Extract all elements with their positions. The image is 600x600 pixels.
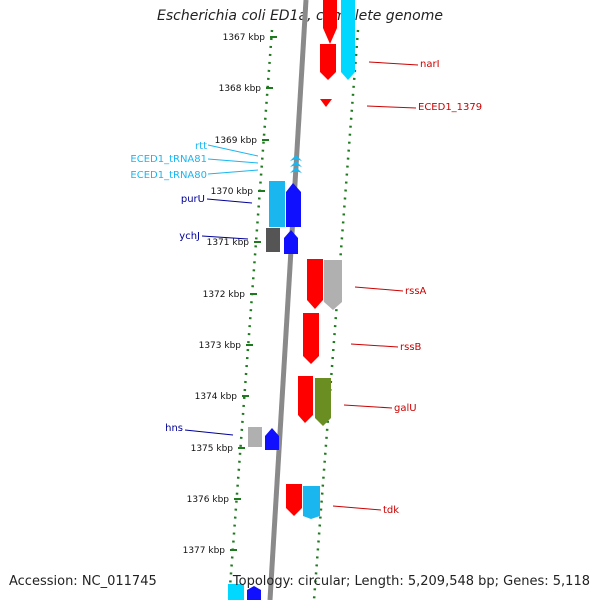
gene-arrow-olive <box>315 378 331 426</box>
label-leader-line <box>343 404 393 409</box>
gene-arrow-blue <box>286 183 301 227</box>
ruler-label: 1376 kbp <box>187 495 230 505</box>
gene-arrow-light-blue <box>303 486 320 519</box>
ruler-label: 1368 kbp <box>219 84 262 94</box>
gene-arrow-red <box>320 44 336 80</box>
gene-arrow-cyan <box>228 584 244 600</box>
gene-arrow-red <box>286 484 302 516</box>
trna-chevron <box>290 167 302 173</box>
right-tick-ring <box>312 29 360 600</box>
ruler-label: 1371 kbp <box>207 238 250 248</box>
gene-label[interactable]: rssB <box>400 342 422 353</box>
label-leader-line <box>354 286 404 292</box>
gene-arrow-gray <box>248 427 262 447</box>
gene-label[interactable]: galU <box>394 403 417 414</box>
label-leader-line <box>206 198 253 204</box>
gene-label[interactable]: purU <box>181 194 205 205</box>
trna-chevron <box>290 155 302 161</box>
gene-label[interactable]: ECED1_tRNA80 <box>130 170 207 181</box>
ruler-label: 1367 kbp <box>223 33 266 43</box>
gene-label[interactable]: ychJ <box>179 231 200 242</box>
gene-label[interactable]: ECED1_tRNA81 <box>130 154 207 165</box>
label-leader-line <box>207 169 259 175</box>
accession-label: Accession: NC_011745 <box>9 574 157 589</box>
label-leader-line <box>350 343 399 348</box>
label-leader-line <box>368 61 419 66</box>
ruler-label: 1377 kbp <box>183 546 226 556</box>
feature-glyphs <box>228 0 355 600</box>
genome-summary: Topology: circular; Length: 5,209,548 bp… <box>232 574 590 589</box>
gene-arrow-cyan <box>341 0 355 80</box>
label-leader-line <box>332 505 382 511</box>
gene-arrow-light-blue <box>269 181 285 227</box>
gene-arrow-blue <box>265 428 279 450</box>
label-leader-line <box>207 158 259 164</box>
label-leader-line <box>201 235 249 240</box>
ruler-label: 1369 kbp <box>215 136 258 146</box>
map-title: Escherichia coli ED1a, complete genome <box>157 8 443 24</box>
gene-arrow-dark-gray <box>266 228 280 252</box>
genome-backbone <box>267 0 309 600</box>
label-leader-line <box>207 144 259 157</box>
gene-label[interactable]: rtt <box>195 141 207 152</box>
gene-arrow-red <box>307 259 323 309</box>
gene-arrow-red <box>303 313 319 364</box>
gene-arrow-red <box>298 376 313 423</box>
gene-arrow-gray <box>324 260 342 310</box>
trna-chevron <box>290 161 302 167</box>
ruler-label: 1372 kbp <box>203 290 246 300</box>
gene-label[interactable]: tdk <box>383 505 399 516</box>
label-leader-line <box>184 429 234 436</box>
ruler-label: 1375 kbp <box>191 444 234 454</box>
kbp-ruler: 1367 kbp 1368 kbp 1369 kbp 1370 kbp 1371 kbp… <box>183 33 277 556</box>
ruler-label: 1370 kbp <box>211 187 254 197</box>
gene-arrow-blue <box>284 230 298 254</box>
gene-arrow-blue <box>247 586 261 600</box>
label-leader-line <box>366 105 417 109</box>
gene-label[interactable]: narI <box>420 59 440 70</box>
gene-label[interactable]: ECED1_1379 <box>418 102 482 113</box>
gene-arrow-red <box>320 99 332 107</box>
gene-arrow-red <box>323 0 337 44</box>
left-tick-ring <box>227 29 274 600</box>
ruler-label: 1374 kbp <box>195 392 238 402</box>
gene-label[interactable]: rssA <box>405 286 427 297</box>
gene-label[interactable]: hns <box>165 423 183 434</box>
ruler-label: 1373 kbp <box>199 341 242 351</box>
